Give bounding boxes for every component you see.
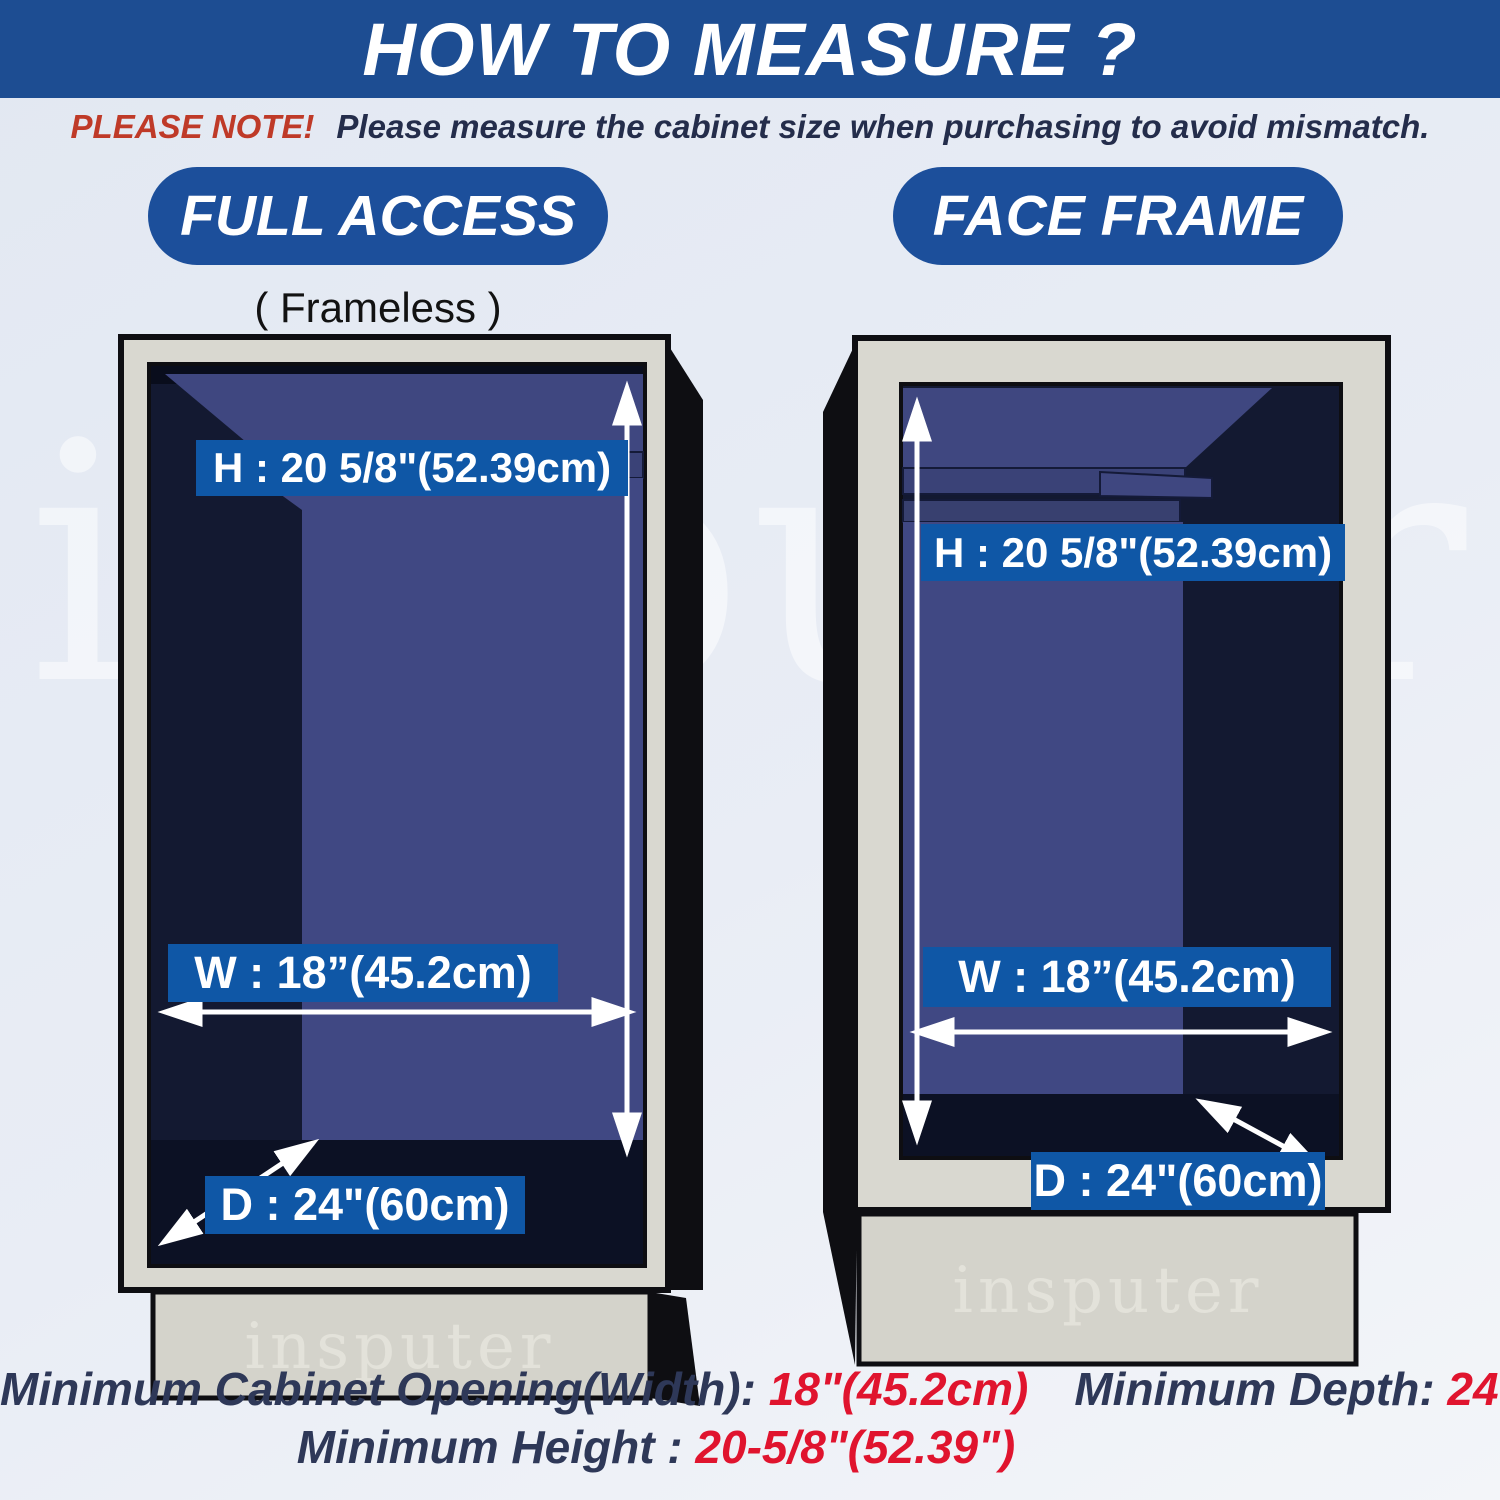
note-message: Please measure the cabinet size when pur… — [336, 108, 1430, 145]
frameless-caption: ( Frameless ) — [254, 284, 502, 331]
page-title: HOW TO MEASURE ? — [362, 7, 1138, 91]
face-frame-plinth-side — [823, 1212, 857, 1365]
full-access-back-panel — [258, 478, 643, 1140]
header-banner: HOW TO MEASURE ? — [0, 0, 1500, 98]
face-frame-ceiling — [903, 388, 1272, 468]
full-access-ceiling — [165, 374, 643, 452]
face-frame-cabinet: insputer — [823, 335, 1391, 1367]
face-frame-side-panel — [823, 340, 857, 1212]
minimums-line-2: Minimum Height : 20-5/8"(52.39") — [0, 1420, 1312, 1474]
min-opening-value: 18"(45.2cm) — [768, 1363, 1029, 1415]
width-label-full-access: W : 18”(45.2cm) — [168, 944, 558, 1002]
face-frame-plinth — [856, 1211, 1359, 1367]
minimums-line-1: Minimum Cabinet Opening(Width): 18"(45.2… — [0, 1362, 1500, 1416]
height-label-face-frame: H : 20 5/8"(52.39cm) — [921, 524, 1345, 581]
full-access-cabinet: insputer — [118, 334, 703, 1406]
full-access-side-panel — [665, 340, 703, 1290]
face-frame-rail-2 — [902, 499, 1181, 523]
badge-full-access: FULL ACCESS — [148, 167, 608, 265]
badge-face-frame: FACE FRAME — [893, 167, 1343, 265]
min-height-value: 20-5/8"(52.39") — [695, 1421, 1016, 1473]
min-depth-value: 24"(60cm) — [1447, 1363, 1500, 1415]
plinth-watermark-left: insputer — [245, 1310, 556, 1384]
full-access-plinth — [150, 1289, 653, 1401]
face-frame-floor — [903, 1094, 1339, 1156]
min-height-label: Minimum Height : — [296, 1421, 696, 1473]
min-depth-label: Minimum Depth: — [1074, 1363, 1448, 1415]
plinth-watermark-right: insputer — [953, 1254, 1264, 1328]
depth-label-full-access: D : 24"(60cm) — [205, 1176, 525, 1234]
width-label-face-frame: W : 18”(45.2cm) — [923, 947, 1331, 1007]
face-frame-back-panel — [903, 522, 1183, 1094]
depth-label-face-frame: D : 24"(60cm) — [1031, 1152, 1325, 1210]
note-line: PLEASE NOTE! Please measure the cabinet s… — [0, 108, 1500, 146]
full-access-plinth-side — [650, 1292, 700, 1406]
note-warning: PLEASE NOTE! — [70, 108, 315, 145]
face-frame-slide — [1099, 470, 1213, 500]
min-opening-label: Minimum Cabinet Opening(Width): — [0, 1363, 769, 1415]
height-label-full-access: H : 20 5/8"(52.39cm) — [196, 440, 628, 496]
